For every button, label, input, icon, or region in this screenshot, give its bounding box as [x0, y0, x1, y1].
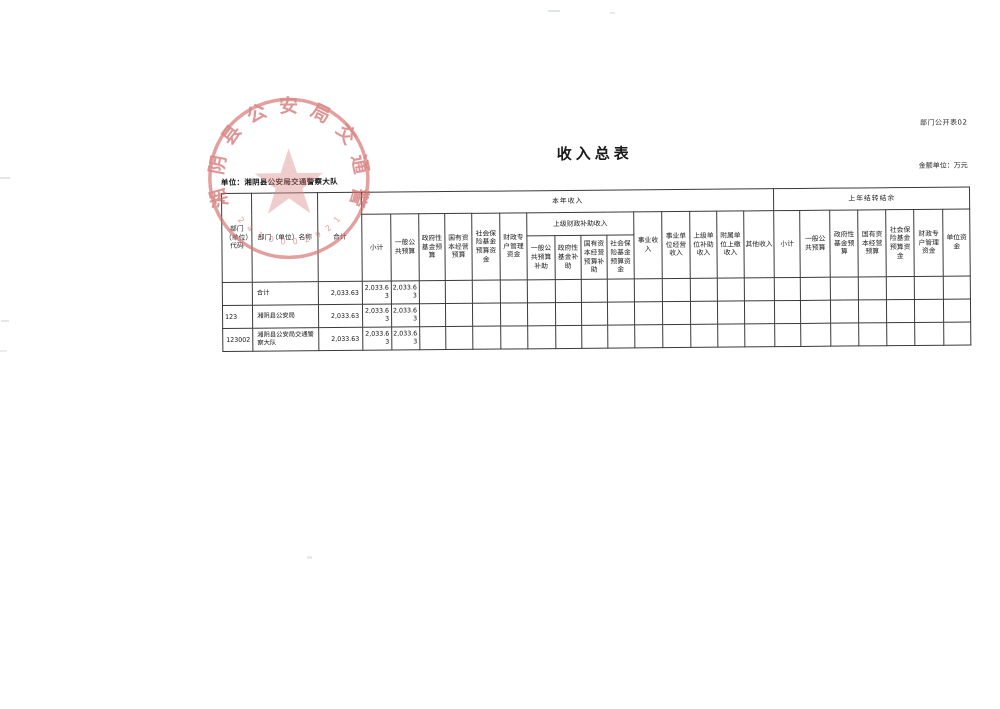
col-header-carry-subtotal: 小计: [773, 210, 801, 278]
col-header-total: 合计: [317, 192, 363, 282]
group-header-carryover-balance: 上年结转结余: [773, 186, 970, 211]
cell-subtotal: 2,033.63: [362, 304, 392, 328]
income-summary-table: 部门（单位）代码 部门（单位）名称 合计 本年收入 上年结转结余 小计 一般公共…: [221, 186, 972, 352]
col-header-carry-state-capital: 国有资本经营预算: [857, 209, 887, 277]
cell-subtotal: 2,033.63: [362, 281, 392, 305]
col-header-general-public-budget: 一般公共预算: [390, 213, 420, 282]
cell-total: 2,033.63: [318, 304, 363, 328]
cell-code: [222, 282, 253, 306]
col-header-operating-income: 事业单位经营收入: [661, 211, 691, 279]
cell-total: 2,033.63: [318, 281, 363, 305]
col-header-carry-social-insurance: 社会保险基金预算资金: [885, 209, 915, 277]
col-header-carry-fiscal-account: 财政专户管理资金: [913, 209, 944, 277]
col-header-subsidy-general-public: 一般公共预算补助: [526, 235, 556, 280]
col-header-fiscal-account-funds: 财政专户管理资金: [499, 212, 528, 281]
amount-unit-note: 金额单位：万元: [918, 161, 968, 170]
col-header-affiliated-unit-income: 附属单位上缴收入: [716, 210, 745, 279]
col-header-state-capital-budget: 国有资本经营预算: [444, 213, 473, 281]
page-title: 收入总表: [556, 144, 633, 164]
scan-artifact: [610, 12, 615, 14]
col-header-subsidy-state-capital: 国有资本经营预算补助: [580, 235, 608, 280]
scan-artifact: [307, 556, 312, 559]
col-header-social-insurance-fund: 社会保险基金预算资金: [471, 213, 501, 281]
col-header-subtotal: 小计: [361, 214, 392, 282]
col-header-unit-funds: 单位资金: [942, 208, 971, 277]
col-header-carry-govt-fund: 政府性基金预算: [829, 209, 859, 278]
scan-artifact: [548, 10, 560, 12]
cell-code: 123002: [222, 328, 253, 352]
cell-subtotal: 2,033.63: [362, 327, 392, 351]
cell-name: 合计: [252, 281, 319, 306]
group-header-superior-subsidy-income: 上级财政补助收入: [526, 211, 634, 236]
col-header-superior-unit-subsidy: 上级单位补助收入: [689, 211, 718, 279]
cell-name: 湘阴县公安局: [252, 304, 319, 329]
col-header-govt-fund-budget: 政府性基金预算: [418, 213, 446, 281]
document-code: 部门公开表02: [919, 118, 968, 127]
col-header-business-income: 事业收入: [633, 211, 663, 279]
unit-label: 单位：湘阴县公安局交通警察大队: [220, 176, 338, 188]
cell-total: 2,033.63: [318, 327, 363, 351]
col-header-carry-general-public: 一般公共预算: [799, 210, 831, 278]
col-header-dept-name: 部门（单位）名称: [251, 192, 319, 283]
col-header-subsidy-govt-fund: 政府性基金补助: [554, 235, 582, 280]
cell-name: 湘阴县公安局交通警察大队: [252, 327, 319, 352]
cell-code: 123: [222, 305, 253, 329]
scan-artifact: [1, 320, 9, 322]
cell-general-public: 2,033.63: [391, 280, 420, 305]
col-header-dept-code: 部门（单位）代码: [221, 193, 253, 283]
cell-general-public: 2,033.63: [391, 303, 420, 328]
cell-general-public: 2,033.63: [391, 326, 420, 351]
col-header-other-income: 其他收入: [743, 210, 775, 278]
scan-artifact: [0, 350, 7, 352]
col-header-subsidy-social-insurance: 社会保险基金预算资金: [606, 234, 635, 280]
scan-artifact: [0, 177, 10, 179]
